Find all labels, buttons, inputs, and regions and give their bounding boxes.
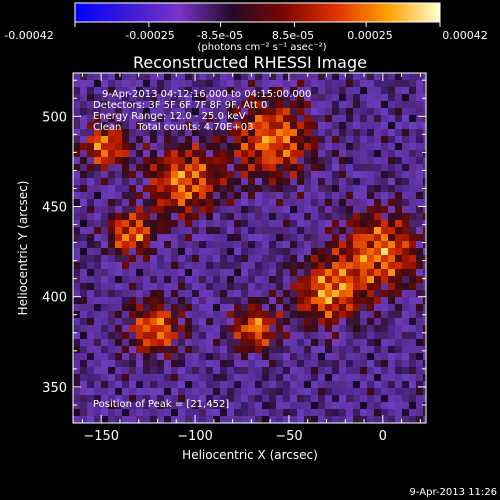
colorbar-tick-label: 0.00025 xyxy=(347,29,393,42)
colorbar: -0.00042 -0.00025 -8.5e-05 8.5e-05 0.000… xyxy=(4,2,488,53)
x-tick-label: −50 xyxy=(275,429,302,444)
y-tick-label: 350 xyxy=(42,381,67,396)
heatmap-image xyxy=(73,73,426,423)
colorbar-tick-label: 0.00042 xyxy=(442,29,488,42)
colorbar-gradient xyxy=(74,2,441,23)
footer-timestamp: 9-Apr-2013 11:26 xyxy=(410,487,497,498)
colorbar-tick-label: -0.00042 xyxy=(4,29,53,42)
tick-labels: −150 −100 −50 0 350 400 450 500 xyxy=(42,110,387,444)
y-tick-label: 450 xyxy=(42,201,67,216)
colorbar-unit-label: (photons cm⁻² s⁻¹ asec⁻²) xyxy=(197,42,326,53)
y-tick-label: 500 xyxy=(42,110,67,125)
info-line-time: 9-Apr-2013 04:12:16.000 to 04:15:00.000 xyxy=(102,89,311,100)
info-line-detectors: Detectors: 3F 5F 6F 7F 8F 9F, Att 0 xyxy=(93,100,267,111)
plot-title: Reconstructed RHESSI Image xyxy=(133,53,367,72)
colorbar-tick-label: -8.5e-05 xyxy=(197,29,243,42)
x-tick-label: −100 xyxy=(177,429,213,444)
x-axis-label: Heliocentric X (arcsec) xyxy=(182,448,318,462)
observation-info: 9-Apr-2013 04:12:16.000 to 04:15:00.000 … xyxy=(93,89,311,133)
info-line-energy: Energy Range: 12.0 - 25.0 keV xyxy=(93,111,246,122)
colorbar-tick-label: 8.5e-05 xyxy=(272,29,314,42)
x-tick-label: 0 xyxy=(379,429,387,444)
info-line-counts: Clean Total counts: 4.70E+03 xyxy=(93,122,253,133)
x-tick-label: −150 xyxy=(83,429,119,444)
y-tick-label: 400 xyxy=(42,291,67,306)
peak-position-label: Position of Peak = [21,452] xyxy=(93,399,229,410)
axis-ticks xyxy=(73,73,426,424)
y-axis-label: Heliocentric Y (arcsec) xyxy=(16,181,30,316)
colorbar-tick-label: -0.00025 xyxy=(125,29,174,42)
plot-frame xyxy=(72,72,427,424)
colorbar-ticks xyxy=(74,22,441,27)
